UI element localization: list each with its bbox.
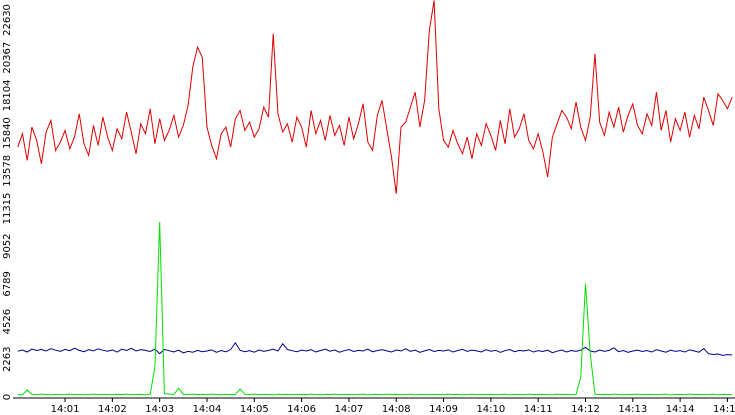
y-tick-label: 15840 [2,117,13,149]
x-tick-label: 14:10 [476,404,505,415]
x-tick-label: 14:12 [571,404,600,415]
y-tick-label: 20367 [2,42,13,74]
series-line [17,222,733,396]
y-tick-label: 4526 [2,309,13,334]
x-tick-label: 14:13 [618,404,647,415]
y-tick-label: 11315 [2,193,13,225]
y-tick-label: 22630 [2,4,13,36]
x-tick-label: 14:08 [382,404,411,415]
series-line [17,0,733,194]
y-tick-label: 9052 [2,233,13,258]
x-tick-label: 14:11 [524,404,553,415]
series-line [17,341,733,356]
x-tick-label: 14:15 [713,404,735,415]
y-tick-label: 2263 [2,347,13,372]
x-tick-label: 14:07 [335,404,364,415]
x-tick-label: 14:03 [145,404,174,415]
x-tick-label: 14:09 [429,404,458,415]
y-tick-label: 6789 [2,271,13,296]
x-tick-label: 14:05 [240,404,269,415]
x-tick-label: 14:06 [287,404,316,415]
x-tick-label: 14:04 [193,404,222,415]
x-tick-label: 14:02 [98,404,127,415]
y-tick-label: 0 [2,394,13,400]
y-tick-label: 13578 [2,155,13,187]
x-tick-label: 14:01 [51,404,80,415]
x-tick-label: 14:14 [666,404,695,415]
y-tick-label: 18104 [2,79,13,111]
